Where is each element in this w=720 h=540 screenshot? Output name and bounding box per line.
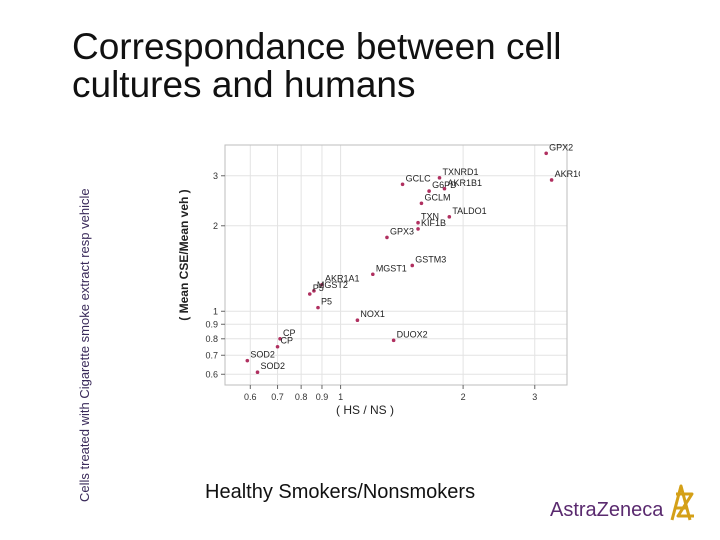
x-axis-label: ( HS / NS ) <box>336 403 394 417</box>
x-tick-label: 3 <box>532 392 537 402</box>
point-label: AKR1A1 <box>325 274 360 284</box>
point-label: AKR1B1 <box>447 178 482 188</box>
y-tick-label: 0.9 <box>205 319 218 329</box>
y-tick-label: 0.8 <box>205 334 218 344</box>
data-point <box>437 176 442 180</box>
data-point <box>400 182 405 187</box>
data-point <box>355 318 360 323</box>
data-point <box>312 289 316 293</box>
data-point <box>416 227 420 231</box>
slide-title: Correspondance between cell cultures and… <box>72 26 562 105</box>
point-label: AKR1C3 <box>555 169 580 179</box>
x-tick-label: 0.6 <box>244 392 257 402</box>
point-label: TALDO1 <box>452 206 486 216</box>
x-tick-label: 2 <box>461 392 466 402</box>
point-label: GPX2 <box>549 142 573 152</box>
data-point <box>320 282 324 287</box>
y-axis-label: ( Mean CSE/Mean veh ) <box>177 189 191 320</box>
point-label: CP <box>281 336 294 346</box>
data-point <box>371 272 375 277</box>
point-label: KIF1B <box>421 218 446 228</box>
x-tick-label: 0.7 <box>271 392 284 402</box>
point-label: GSTM3 <box>415 254 446 264</box>
data-point <box>544 151 548 156</box>
point-label: TXNRD1 <box>443 167 479 177</box>
point-label: GCLC <box>406 173 432 183</box>
data-point <box>442 186 447 191</box>
point-label: CP <box>283 328 296 338</box>
point-label: G6PD <box>432 180 457 190</box>
y-tick-label: 0.6 <box>205 369 218 379</box>
y-tick-label: 2 <box>213 221 218 231</box>
y-tick-label: 1 <box>213 306 218 316</box>
data-point <box>275 344 280 349</box>
x-tick-label: 0.8 <box>295 392 308 402</box>
point-label: NOX1 <box>360 309 385 319</box>
logo-mark-icon <box>670 484 694 521</box>
grid-lines <box>225 145 567 385</box>
point-label: SOD2 <box>250 350 275 360</box>
data-point <box>307 292 312 296</box>
x-tick-label: 0.9 <box>316 392 329 402</box>
logo-text: AstraZeneca <box>550 499 664 521</box>
point-label: SOD2 <box>261 361 286 371</box>
y-tick-label: 0.7 <box>205 350 218 360</box>
plot-frame <box>224 144 568 386</box>
data-point <box>549 178 554 182</box>
data-point <box>255 370 260 375</box>
point-label: MGST2 <box>317 280 348 290</box>
data-point <box>278 336 282 341</box>
data-point <box>410 263 415 268</box>
data-point <box>316 305 320 310</box>
axis-ticks: 0.6 0.7 0.8 0.9 1 2 3 0.6 0.7 0.8 0.9 1 2 3 <box>205 171 537 402</box>
data-point <box>427 189 431 193</box>
data-point <box>447 215 452 219</box>
point-label: P5 <box>321 297 332 307</box>
data-point <box>385 235 389 240</box>
point-label: P5 <box>313 283 324 293</box>
astrazeneca-logo: AstraZeneca <box>550 484 694 521</box>
side-axis-label: Cells treated with Cigarette smoke extra… <box>77 188 92 502</box>
caption: Healthy Smokers/Nonsmokers <box>205 481 476 503</box>
data-point <box>245 358 250 363</box>
data-point <box>419 201 424 206</box>
point-label: GPX3 <box>390 226 414 236</box>
point-label: TXN <box>421 212 439 222</box>
scatter-chart: 0.6 0.7 0.8 0.9 1 2 3 0.6 0.7 0.8 0.9 1 2 3 GPX2 AKR1C… <box>177 142 580 417</box>
point-label: DUOX2 <box>397 329 428 339</box>
point-label: MGST1 <box>376 263 407 273</box>
y-tick-label: 3 <box>213 171 218 181</box>
data-point <box>391 338 396 343</box>
data-point <box>416 220 420 225</box>
x-tick-label: 1 <box>338 392 343 402</box>
point-label: GCLM <box>424 192 450 202</box>
